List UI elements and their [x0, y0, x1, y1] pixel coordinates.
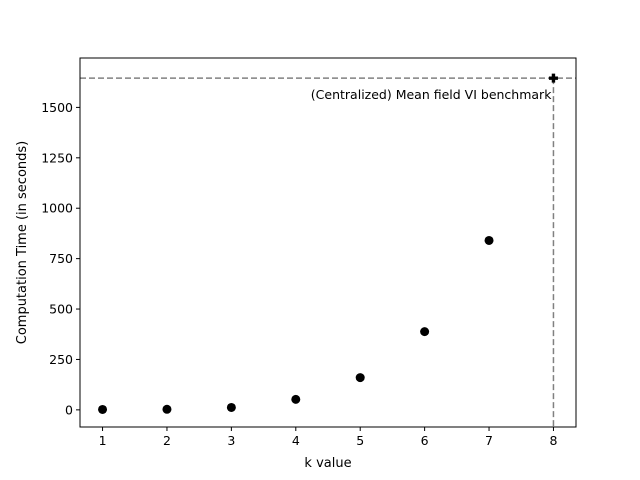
x-axis-label: k value — [304, 456, 351, 471]
y-tick-label: 0 — [65, 402, 73, 417]
data-point — [98, 404, 108, 414]
x-tick-label: 7 — [485, 433, 493, 448]
x-tick-label: 4 — [292, 433, 300, 448]
benchmark-annotation: (Centralized) Mean field VI benchmark — [311, 87, 552, 102]
data-points — [98, 235, 494, 414]
data-point — [484, 235, 494, 245]
x-tick-label: 3 — [227, 433, 235, 448]
x-tick-label: 5 — [356, 433, 364, 448]
plot-frame — [79, 57, 577, 428]
y-tick-label: 500 — [49, 302, 73, 317]
x-tick-label: 8 — [549, 433, 557, 448]
benchmark-marker — [548, 73, 558, 83]
y-tick-label: 250 — [49, 352, 73, 367]
y-tick-label: 1500 — [41, 100, 73, 115]
benchmark-marker-group — [548, 73, 558, 83]
y-tick-label: 1000 — [41, 201, 73, 216]
y-tick-label: 750 — [49, 251, 73, 266]
y-axis-label: Computation Time (in seconds) — [15, 141, 30, 345]
y-axis-ticks: 0 250 500 750 1000 1250 1500 — [41, 100, 80, 417]
x-tick-label: 2 — [163, 433, 171, 448]
benchmark-reference-lines — [80, 77, 576, 427]
x-axis-ticks: 1 2 3 4 5 6 7 8 — [99, 427, 557, 448]
data-point — [162, 404, 172, 414]
x-tick-label: 1 — [99, 433, 107, 448]
data-point — [355, 373, 365, 383]
data-point — [226, 402, 236, 412]
data-point — [420, 327, 430, 337]
y-tick-label: 1250 — [41, 150, 73, 165]
x-tick-label: 6 — [421, 433, 429, 448]
data-point — [291, 394, 301, 404]
